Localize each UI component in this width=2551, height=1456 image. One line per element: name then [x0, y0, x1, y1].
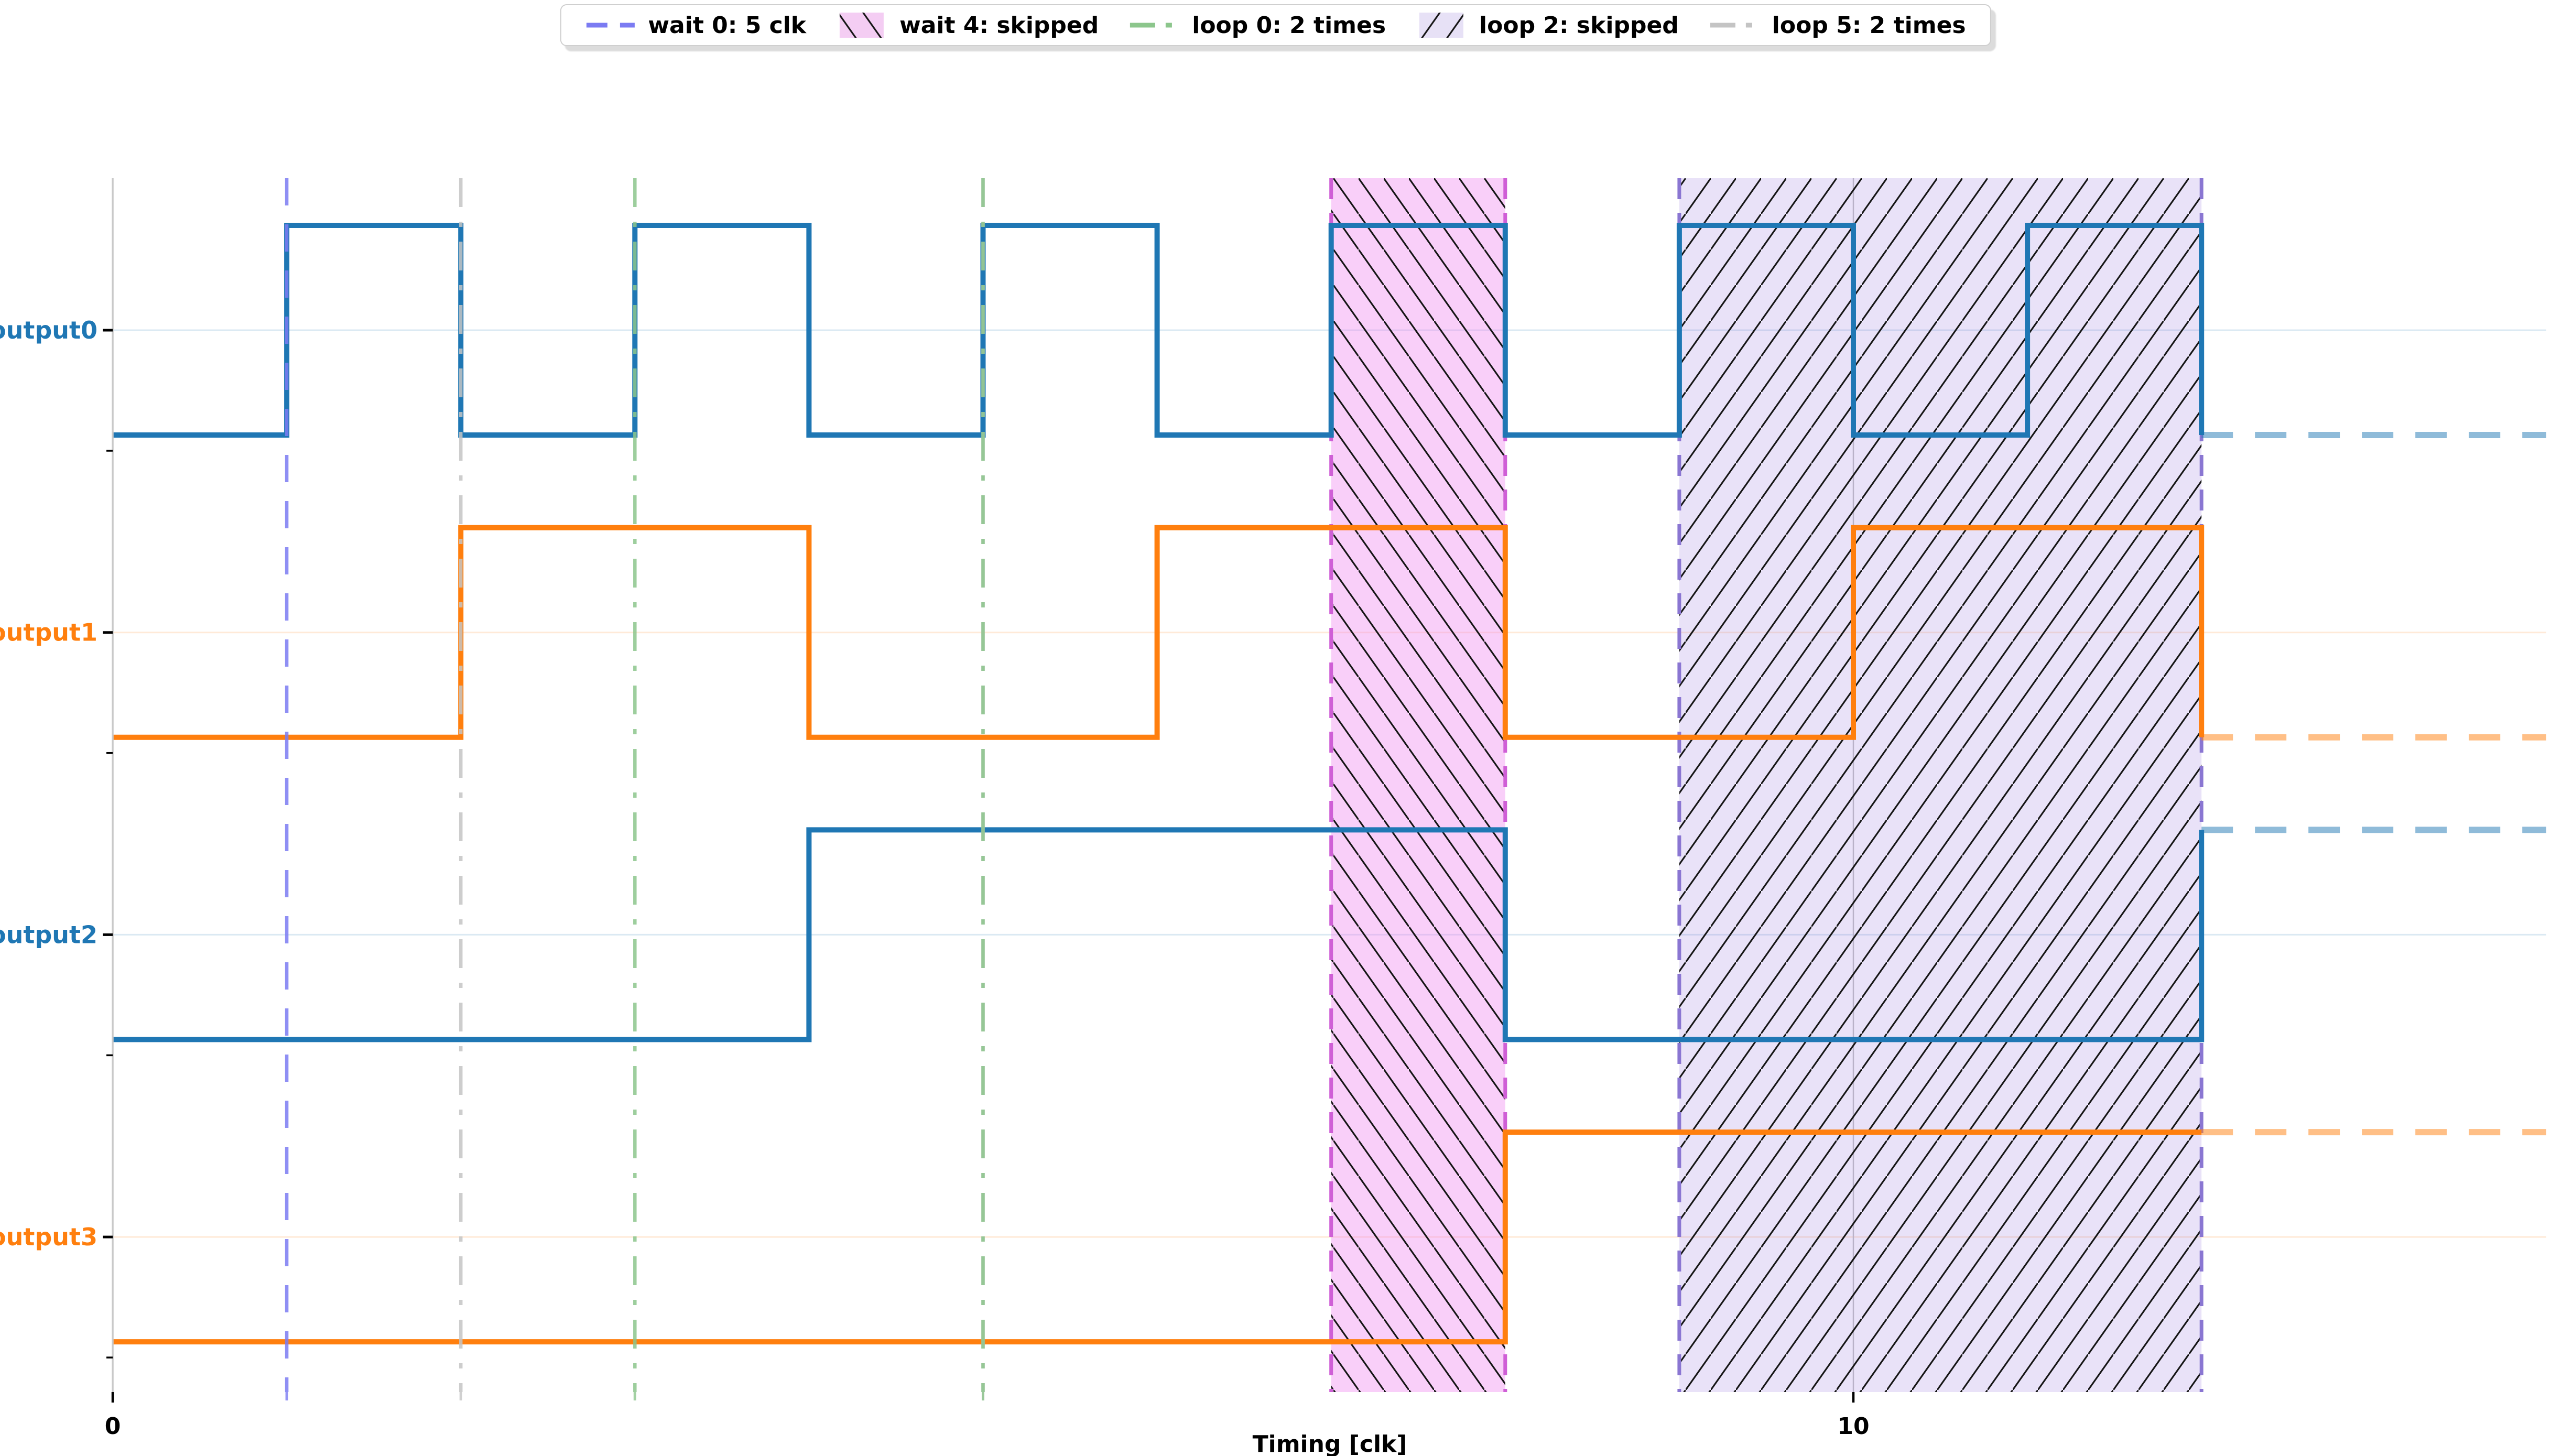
- legend-patch-hatch-loop-2-skipped: [1419, 13, 1464, 38]
- legend-swatch-wait-0-5-clk: [586, 23, 635, 28]
- legend-item-loop-5-2-times: loop 5: 2 times: [1709, 10, 1966, 40]
- legend-label-loop-2-skipped: loop 2: skipped: [1479, 12, 1679, 39]
- legend-item-loop-0-2-times: loop 0: 2 times: [1129, 10, 1386, 40]
- legend-swatch-loop-2-skipped: [1419, 13, 1464, 38]
- legend-swatch-wait-4-skipped: [840, 13, 884, 38]
- region-hatch-loop-2-skipped: [1679, 178, 2202, 1392]
- legend-swatch-loop-0-2-times: [1130, 23, 1179, 28]
- axes: [103, 178, 1855, 1403]
- region-hatch-wait-4-skipped: [1331, 178, 1505, 1392]
- x-tick-label-10: 10: [1837, 1413, 1869, 1440]
- legend-item-loop-2-skipped: loop 2: skipped: [1416, 10, 1679, 40]
- legend-label-wait-4-skipped: wait 4: skipped: [899, 12, 1099, 39]
- x-tick-label-0: 0: [105, 1413, 121, 1440]
- waveforms: [113, 223, 2546, 1345]
- legend-label-loop-0-2-times: loop 0: 2 times: [1192, 12, 1386, 39]
- signal-wave-output1: [113, 525, 2205, 740]
- y-tick-label-output2: output2: [0, 920, 97, 949]
- axis-labels: output0 output1 output2 output3: [0, 316, 97, 1251]
- y-tick-label-output0: output0: [0, 316, 97, 344]
- legend-swatch-loop-5-2-times: [1710, 23, 1758, 28]
- signal-wave-output3: [113, 1129, 2202, 1345]
- legend-item-wait-0-5-clk: wait 0: 5 clk: [585, 10, 806, 40]
- skip-regions: [1329, 178, 2203, 1392]
- x-axis-label: Timing [clk]: [1253, 1431, 1407, 1456]
- legend-label-loop-5-2-times: loop 5: 2 times: [1772, 12, 1966, 39]
- y-tick-label-output1: output1: [0, 618, 97, 647]
- legend-item-wait-4-skipped: wait 4: skipped: [837, 10, 1099, 40]
- legend: wait 0: 5 clk wait 4: skipped loop 0: 2 ti…: [560, 4, 1991, 46]
- legend-label-wait-0-5-clk: wait 0: 5 clk: [648, 12, 807, 39]
- signal-wave-output2: [113, 827, 2205, 1042]
- y-tick-label-output3: output3: [0, 1223, 97, 1251]
- event-lines: [285, 178, 985, 1392]
- legend-patch-hatch-wait-4-skipped: [840, 13, 884, 38]
